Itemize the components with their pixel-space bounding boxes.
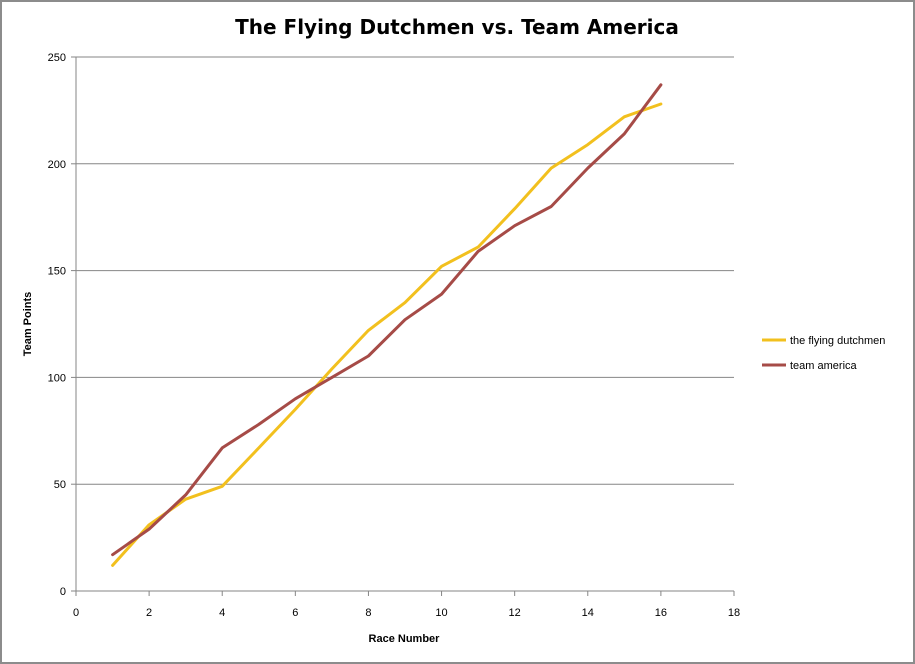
y-tick-label: 100 (48, 372, 66, 384)
x-tick-label: 10 (435, 607, 447, 619)
x-tick-label: 4 (219, 607, 225, 619)
x-tick-label: 16 (655, 607, 667, 619)
x-tick-label: 18 (728, 607, 740, 619)
x-tick-label: 6 (292, 607, 298, 619)
x-tick-label: 12 (509, 607, 521, 619)
y-tick-label: 200 (48, 159, 66, 171)
x-tick-label: 2 (146, 607, 152, 619)
legend: the flying dutchmen team america (762, 335, 885, 372)
series-line-2 (111, 83, 663, 557)
series-line-1 (111, 102, 663, 567)
x-tick-label: 8 (365, 607, 371, 619)
y-axis-ticks: 0 50 100 150 200 250 (48, 52, 76, 598)
series-lines (111, 83, 663, 567)
y-tick-label: 50 (54, 479, 66, 491)
x-axis-title: Race Number (369, 633, 441, 645)
x-tick-label: 0 (73, 607, 79, 619)
legend-label-1: the flying dutchmen (790, 335, 885, 347)
x-tick-label: 14 (582, 607, 594, 619)
legend-label-2: team america (790, 360, 858, 372)
gridlines (76, 56, 734, 485)
axes (75, 57, 734, 592)
y-tick-label: 250 (48, 52, 66, 64)
y-tick-label: 0 (60, 586, 66, 598)
y-tick-label: 150 (48, 266, 66, 278)
x-axis-ticks: 0 2 4 6 8 10 12 14 16 18 (73, 591, 740, 619)
y-axis-title: Team Points (22, 292, 34, 357)
chart-title: The Flying Dutchmen vs. Team America (235, 15, 679, 39)
